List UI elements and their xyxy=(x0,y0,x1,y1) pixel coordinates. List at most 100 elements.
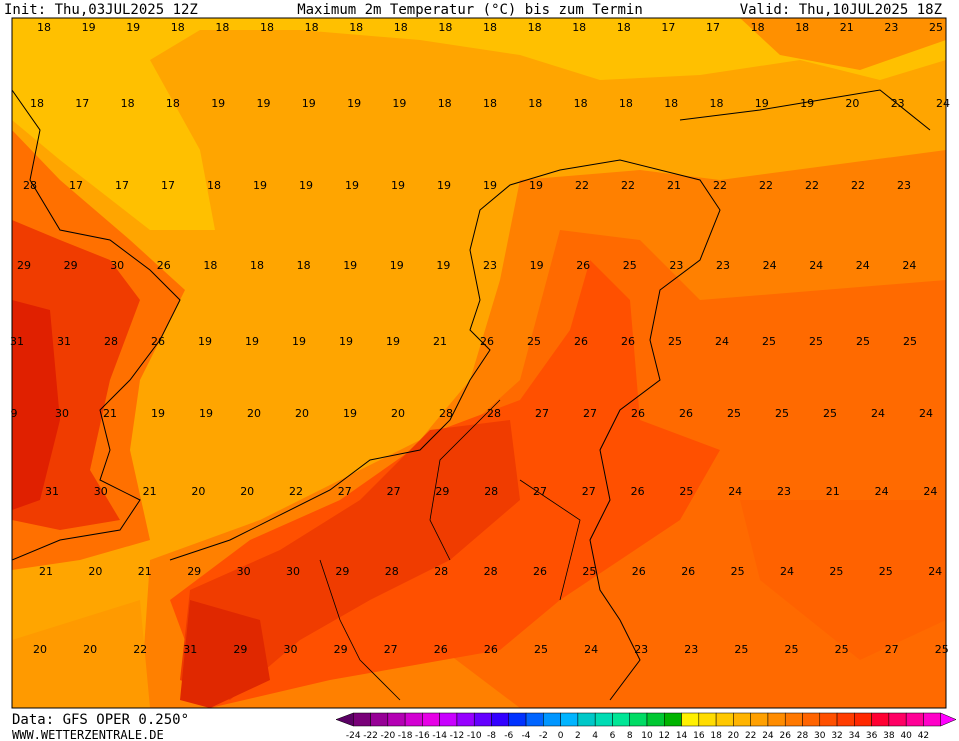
temperature-value: 17 xyxy=(69,179,83,192)
temperature-value: 21 xyxy=(840,21,854,34)
temperature-value: 20 xyxy=(83,643,97,656)
website: WWW.WETTERZENTRALE.DE xyxy=(12,728,164,741)
temperature-value: 19 xyxy=(292,335,306,348)
temperature-value: 24 xyxy=(728,485,742,498)
temperature-value: 24 xyxy=(902,259,916,272)
colorbar: -24 -22 -20 -18 -16 -14 -12 -10 -8 -6 -4 -2 0 2 4 6 8 10 1… xyxy=(335,712,957,741)
colorbar-label: 14 xyxy=(676,731,688,741)
colorbar-box xyxy=(888,712,907,727)
temperature-value: 28 xyxy=(484,565,498,578)
colorbar-box xyxy=(491,712,510,727)
temperature-value: 17 xyxy=(661,21,675,34)
temperature-value: 28 xyxy=(23,179,37,192)
temperature-value: 30 xyxy=(94,485,108,498)
colorbar-box xyxy=(473,712,492,727)
temperature-value: 24 xyxy=(936,97,950,110)
temperature-value: 18 xyxy=(438,21,452,34)
colorbar-box xyxy=(577,712,596,727)
temperature-values: 18 19 19 18 18 18 18 18 18 18 18 18 18 18 17 17 18 18 21 23… xyxy=(10,21,950,656)
colorbar-label: 38 xyxy=(883,731,895,741)
temperature-value: 22 xyxy=(713,179,727,192)
temperature-value: 25 xyxy=(731,565,745,578)
temperature-value: 19 xyxy=(529,179,543,192)
temperature-value: 19 xyxy=(347,97,361,110)
temperature-value: 25 xyxy=(809,335,823,348)
temperature-value: 26 xyxy=(574,335,588,348)
temperature-value: 23 xyxy=(483,259,497,272)
temperature-value: 28 xyxy=(104,335,118,348)
temperature-value: 19 xyxy=(302,97,316,110)
temperature-value: 26 xyxy=(434,643,448,656)
temperature-value: 18 xyxy=(207,179,221,192)
temperature-value: 27 xyxy=(384,643,398,656)
temperature-value: 18 xyxy=(483,97,497,110)
colorbar-box xyxy=(819,712,838,727)
temperature-value: 29 xyxy=(334,643,348,656)
temperature-value: 24 xyxy=(928,565,942,578)
temperature-value: 21 xyxy=(138,565,152,578)
temperature-value: 23 xyxy=(891,97,905,110)
colorbar-label: 28 xyxy=(797,731,809,741)
temperature-value: 26 xyxy=(631,407,645,420)
colorbar-label: 20 xyxy=(728,731,740,741)
colorbar-label: -2 xyxy=(539,731,548,741)
temperature-value: 30 xyxy=(284,643,298,656)
colorbar-label: 22 xyxy=(745,731,756,741)
temperature-value: 26 xyxy=(151,335,165,348)
colorbar-box xyxy=(733,712,751,727)
valid-label: Valid: Thu,10JUL2025 18Z xyxy=(740,2,942,18)
temperature-value: 25 xyxy=(856,335,870,348)
colorbar-label: 8 xyxy=(627,731,633,741)
map xyxy=(12,18,946,708)
temperature-value: 30 xyxy=(286,565,300,578)
temperature-value: 18 xyxy=(394,21,408,34)
colorbar-label: -6 xyxy=(504,731,513,741)
temperature-value: 21 xyxy=(103,407,117,420)
colorbar-label: 2 xyxy=(575,731,581,741)
colorbar-label: 42 xyxy=(918,731,929,741)
temperature-value: 27 xyxy=(582,485,596,498)
colorbar-label: 26 xyxy=(779,731,791,741)
temperature-value: 28 xyxy=(434,565,448,578)
temperature-value: 18 xyxy=(710,97,724,110)
colorbar-box xyxy=(715,712,734,727)
temperature-value: 21 xyxy=(143,485,157,498)
temperature-value: 31 xyxy=(45,485,59,498)
temperature-value: 20 xyxy=(88,565,102,578)
colorbar-label: 40 xyxy=(900,731,912,741)
temperature-value: 21 xyxy=(826,485,840,498)
temperature-value: 24 xyxy=(763,259,777,272)
temperature-value: 25 xyxy=(668,335,682,348)
colorbar-arrow xyxy=(940,712,957,727)
temperature-value: 19 xyxy=(386,335,400,348)
temperature-value: 29 xyxy=(233,643,247,656)
temperature-value: 19 xyxy=(390,259,404,272)
temperature-value: 19 xyxy=(253,179,267,192)
colorbar-label: 16 xyxy=(693,731,705,741)
temperature-value: 27 xyxy=(535,407,549,420)
colorbar-box xyxy=(387,712,406,727)
temperature-value: 25 xyxy=(775,407,789,420)
temperature-value: 19 xyxy=(391,179,405,192)
temperature-value: 19 xyxy=(199,407,213,420)
temperature-value: 28 xyxy=(484,485,498,498)
temperature-value: 25 xyxy=(879,565,893,578)
temperature-value: 20 xyxy=(845,97,859,110)
temperature-value: 19 xyxy=(126,21,140,34)
colorbar-box xyxy=(422,712,440,727)
temperature-value: 23 xyxy=(634,643,648,656)
colorbar-box xyxy=(646,712,665,727)
colorbar-box xyxy=(664,712,682,727)
colorbar-label: -8 xyxy=(487,731,496,741)
temperature-value: 25 xyxy=(835,643,849,656)
temperature-value: 18 xyxy=(619,97,633,110)
temperature-value: 18 xyxy=(617,21,631,34)
temperature-value: 18 xyxy=(349,21,363,34)
temperature-value: 18 xyxy=(121,97,135,110)
colorbar-box xyxy=(854,712,872,727)
colorbar-label: -4 xyxy=(522,731,531,741)
colorbar-label: -10 xyxy=(467,731,482,741)
colorbar-label: 36 xyxy=(866,731,878,741)
temperature-value: 18 xyxy=(528,97,542,110)
